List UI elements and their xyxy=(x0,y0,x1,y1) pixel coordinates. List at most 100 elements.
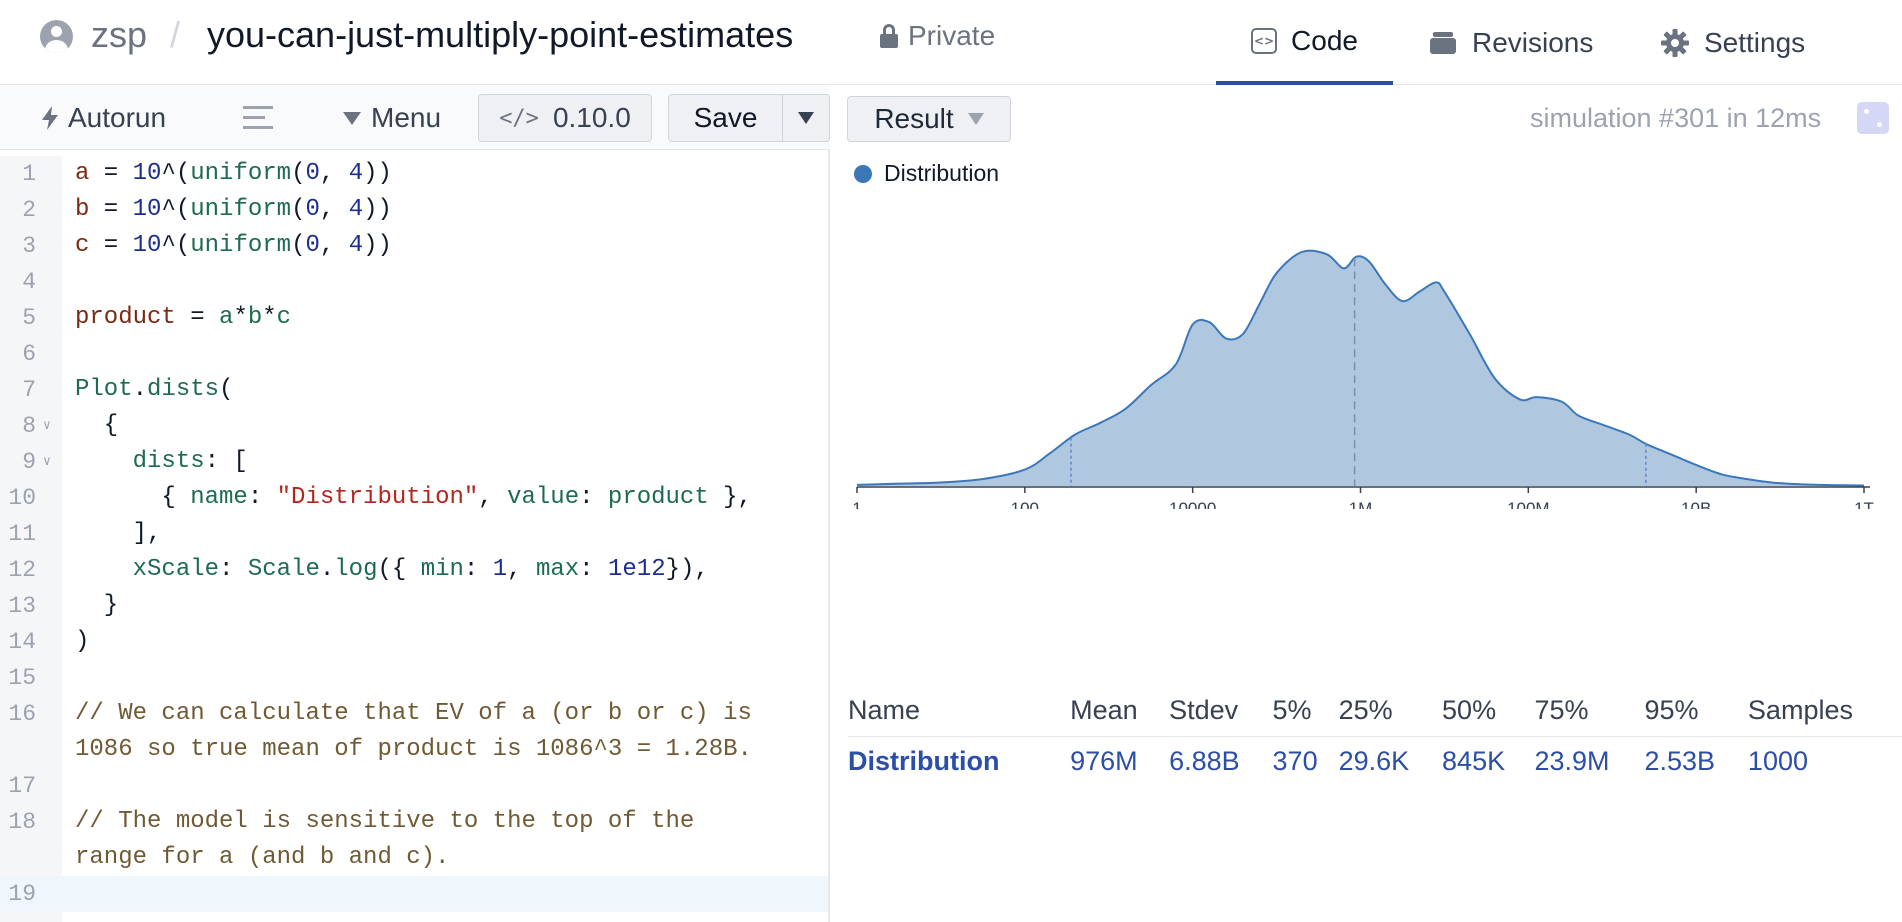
table-header-cell: Name xyxy=(848,686,1071,737)
code-text: { name: "Distribution", value: product }… xyxy=(75,484,752,511)
result-panel: Result simulation #301 in 12ms 1 100 10000… xyxy=(832,86,1902,922)
code-text: Plot.dists( xyxy=(75,376,234,403)
code-line[interactable]: 5 product = a*b*c xyxy=(0,300,828,336)
line-number: 19 xyxy=(8,881,36,907)
table-header-cell: 25% xyxy=(1338,686,1443,737)
path-separator: / xyxy=(170,14,181,55)
code-line[interactable]: 1086 so true mean of product is 1086^3 =… xyxy=(0,732,828,768)
code-line[interactable]: 3 c = 10^(uniform(0, 4)) xyxy=(0,228,828,264)
user-avatar-icon[interactable] xyxy=(40,20,73,53)
code-text: xScale: Scale.log({ min: 1, max: 1e12}), xyxy=(132,556,709,583)
fold-chevron-icon[interactable]: ∨ xyxy=(43,454,51,469)
triangle-down-icon xyxy=(343,111,361,125)
code-line[interactable]: 18 // The model is sensitive to the top o… xyxy=(0,804,828,840)
distribution-name-cell: Distribution xyxy=(848,745,1000,776)
tab-settings[interactable]: Settings xyxy=(1660,0,1805,85)
version-button[interactable]: </> 0.10.0 xyxy=(478,94,652,142)
code-line[interactable]: 8 ∨ { xyxy=(0,408,828,444)
axis-label-mask xyxy=(832,509,1902,632)
tab-revisions[interactable]: Revisions xyxy=(1428,0,1593,85)
line-number: 4 xyxy=(22,269,36,295)
code-line[interactable]: 17 xyxy=(0,768,828,804)
save-dropdown-button[interactable] xyxy=(783,94,830,142)
version-label: 0.10.0 xyxy=(552,102,631,133)
code-line[interactable]: 12 xScale: Scale.log({ min: 1, max: 1e12… xyxy=(0,552,828,588)
line-number: 1 xyxy=(22,161,36,187)
legend-dot xyxy=(854,164,872,183)
table-cell: 370 xyxy=(1272,745,1318,776)
line-number: 7 xyxy=(22,377,36,403)
table-cell: 845K xyxy=(1442,745,1506,776)
line-number: 6 xyxy=(22,341,36,367)
code-line[interactable]: 16 // We can calculate that EV of a (or b… xyxy=(0,696,828,732)
code-text: b = 10^(uniform(0, 4)) xyxy=(75,196,392,223)
save-button[interactable]: Save xyxy=(668,94,783,142)
table-cell: 29.6K xyxy=(1338,745,1410,776)
distribution-area xyxy=(857,250,1864,486)
chart-legend: Distribution xyxy=(854,160,999,187)
code-line[interactable]: 6 xyxy=(0,336,828,372)
line-number: 17 xyxy=(8,773,36,799)
table-header-cell: 75% xyxy=(1534,686,1645,737)
tab-code[interactable]: <> Code xyxy=(1216,0,1393,85)
model-title[interactable]: you-can-just-multiply-point-estimates xyxy=(207,14,794,55)
code-text: a = 10^(uniform(0, 4)) xyxy=(75,160,392,187)
code-line[interactable]: 11 ], xyxy=(0,516,828,552)
code-brackets-icon: </> xyxy=(499,105,539,131)
code-line[interactable]: 14) xyxy=(0,624,828,660)
code-line[interactable]: 2 b = 10^(uniform(0, 4)) xyxy=(0,192,828,228)
code-line[interactable]: range for a (and b and c). xyxy=(0,840,828,876)
fold-chevron-icon[interactable]: ∨ xyxy=(43,418,51,433)
line-number: 9 xyxy=(22,449,36,475)
tab-revisions-label: Revisions xyxy=(1472,26,1594,58)
code-line[interactable]: 4 xyxy=(0,264,828,300)
code-icon: <> xyxy=(1251,27,1278,54)
menu-label: Menu xyxy=(371,102,442,133)
top-header: zsp / you-can-just-multiply-point-estima… xyxy=(0,0,1902,85)
code-text: ], xyxy=(75,520,162,547)
code-line[interactable]: 10 { name: "Distribution", value: produc… xyxy=(0,480,828,516)
privacy-badge[interactable]: Private xyxy=(880,20,995,52)
distribution-chart: 1 100 10000 1M 100M 10B 1T xyxy=(832,249,1902,632)
code-line[interactable]: 13 } xyxy=(0,588,828,624)
code-text: c = 10^(uniform(0, 4)) xyxy=(75,232,392,259)
code-text: 1086 so true mean of product is 1086^3 =… xyxy=(75,736,752,763)
line-number: 8 xyxy=(22,413,36,439)
menu-dropdown[interactable]: Menu xyxy=(343,98,441,138)
editor-panel: Autorun Menu </> 0.10.0 Save 1 a = 10^(un… xyxy=(0,86,830,922)
privacy-label: Private xyxy=(908,20,996,51)
code-line[interactable]: 7 Plot.dists( xyxy=(0,372,828,408)
summary-table: Name Mean Stdev 5% 25% 50% 75% 95% Samples Distr… xyxy=(848,686,1902,786)
line-number: 10 xyxy=(8,485,36,511)
code-text: // The model is sensitive to the top of … xyxy=(75,808,695,835)
code-line[interactable]: 1 a = 10^(uniform(0, 4)) xyxy=(0,156,828,192)
line-number: 13 xyxy=(8,593,36,619)
dice-icon[interactable] xyxy=(1857,102,1889,134)
editor-toolbar: Autorun Menu </> 0.10.0 Save xyxy=(0,86,830,150)
table-header-cell: Mean xyxy=(1070,686,1170,737)
line-number: 3 xyxy=(22,233,36,259)
lock-icon xyxy=(880,24,898,48)
outline-icon[interactable] xyxy=(243,102,273,132)
table-header-cell: 5% xyxy=(1272,686,1339,737)
table-header-cell: Samples xyxy=(1747,686,1902,737)
line-number: 5 xyxy=(22,305,36,331)
lightning-icon xyxy=(42,106,58,130)
code-line[interactable]: 15 xyxy=(0,660,828,696)
autorun-toggle[interactable]: Autorun xyxy=(40,98,166,138)
table-header-cell: 95% xyxy=(1644,686,1748,737)
result-dropdown[interactable]: Result xyxy=(847,96,1011,142)
table-cell: 2.53B xyxy=(1644,745,1716,776)
tab-code-label: Code xyxy=(1291,24,1358,56)
owner-link[interactable]: zsp xyxy=(91,14,148,55)
table-cell: 1000 xyxy=(1747,745,1808,776)
chevron-down-icon xyxy=(967,113,984,125)
code-editor[interactable]: 1 a = 10^(uniform(0, 4)) 2 b = 10^(uniform(… xyxy=(0,156,828,922)
code-line[interactable]: 9 ∨ dists: [ xyxy=(0,444,828,480)
table-cell: 976M xyxy=(1070,745,1138,776)
code-text: ) xyxy=(75,628,90,655)
code-line[interactable]: 19 xyxy=(0,876,828,912)
line-number: 12 xyxy=(8,557,36,583)
code-text: product = a*b*c xyxy=(75,304,292,331)
result-label: Result xyxy=(874,103,954,134)
